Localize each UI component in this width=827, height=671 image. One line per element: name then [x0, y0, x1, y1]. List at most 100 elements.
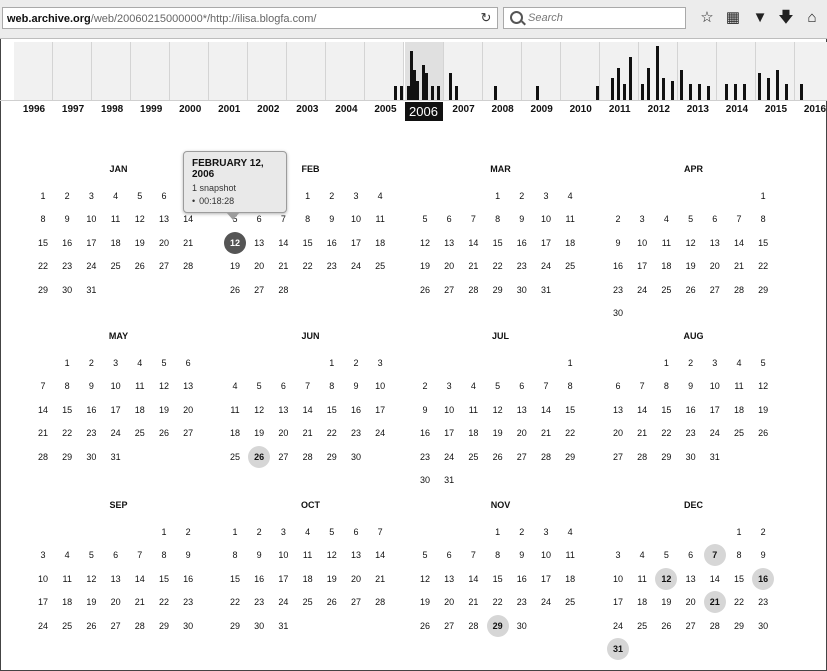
year-label-1996[interactable]: 1996 [22, 104, 46, 115]
snapshot-bar[interactable] [421, 65, 425, 100]
year-label-2010[interactable]: 2010 [569, 104, 592, 115]
year-cell-2004[interactable] [326, 42, 366, 100]
snapshot-bar[interactable] [766, 78, 770, 100]
year-label-2002[interactable]: 2002 [257, 104, 280, 115]
year-cell-2000[interactable] [170, 42, 210, 100]
year-cell-1998[interactable] [92, 42, 132, 100]
address-bar[interactable]: web.archive.org/web/20060215000000*/http… [2, 7, 498, 29]
snapshot-bar[interactable] [436, 86, 440, 100]
calendar-day: 9 [688, 381, 694, 392]
snapshot-bar[interactable] [655, 46, 659, 100]
year-label-1997[interactable]: 1997 [61, 104, 85, 115]
year-label-2014[interactable]: 2014 [725, 104, 749, 115]
snapshot-bar[interactable] [646, 68, 650, 100]
calendar-day: 3 [377, 358, 383, 368]
year-label-2000[interactable]: 2000 [179, 104, 202, 115]
search-input[interactable]: Search [503, 7, 686, 29]
snapshot-day[interactable]: 16 [751, 567, 775, 590]
year-label-2005[interactable]: 2005 [374, 104, 397, 115]
snapshot-bar[interactable] [400, 86, 404, 100]
home-icon[interactable]: ⌂ [807, 9, 817, 26]
snapshot-bar[interactable] [742, 84, 746, 100]
year-label-2008[interactable]: 2008 [491, 104, 514, 115]
snapshot-bar[interactable] [688, 84, 692, 100]
snapshot-bar[interactable] [448, 73, 452, 100]
calendar-day: 25 [733, 428, 744, 439]
year-label-2003[interactable]: 2003 [296, 104, 319, 115]
snapshot-bar[interactable] [535, 86, 539, 100]
snapshot-bar[interactable] [409, 51, 413, 100]
snapshot-bar[interactable] [706, 86, 710, 100]
year-label-2012[interactable]: 2012 [647, 104, 670, 115]
year-cell-2001[interactable] [209, 42, 249, 100]
year-label-2001[interactable]: 2001 [218, 104, 241, 115]
calendar-day: 5 [329, 527, 335, 537]
calendar-day: 15 [62, 404, 73, 415]
snapshot-bar[interactable] [724, 84, 728, 100]
calendar-day: 19 [419, 261, 430, 272]
year-label-2011[interactable]: 2011 [608, 104, 631, 115]
year-cell-2002[interactable] [248, 42, 288, 100]
snapshot-day[interactable]: 21 [703, 591, 727, 614]
snapshot-bar[interactable] [784, 84, 788, 100]
year-cell-2009[interactable] [521, 42, 561, 100]
snapshot-bar[interactable] [679, 70, 683, 100]
year-label-2013[interactable]: 2013 [686, 104, 709, 115]
snapshot-day[interactable]: 7 [703, 544, 727, 567]
calendar-day: 6 [256, 214, 262, 225]
snapshot-day[interactable]: 12 [223, 231, 247, 254]
bookmark-star-icon[interactable]: ☆ [700, 9, 714, 26]
snapshot-day[interactable]: 12 [654, 567, 678, 590]
snapshot-bar[interactable] [610, 78, 614, 100]
snapshot-bar[interactable] [622, 84, 626, 100]
snapshot-bar[interactable] [595, 86, 599, 100]
snapshot-bar[interactable] [800, 84, 803, 100]
year-label-2015[interactable]: 2015 [764, 104, 788, 115]
snapshot-bar[interactable] [628, 57, 632, 100]
snapshot-bar[interactable] [775, 70, 779, 100]
calendar-day: 17 [540, 237, 551, 248]
reload-icon[interactable]: ↻ [480, 10, 492, 25]
snapshot-bar[interactable] [430, 86, 434, 100]
snapshot-bar[interactable] [733, 84, 737, 100]
year-cell-2010[interactable] [560, 42, 600, 100]
year-cell-2005[interactable] [365, 42, 405, 100]
year-cell-1996[interactable] [14, 42, 54, 100]
year-cell-2013[interactable] [677, 42, 717, 100]
year-label-2006[interactable]: 2006 [404, 102, 443, 121]
year-label-2009[interactable]: 2009 [530, 104, 553, 115]
snapshot-bar[interactable] [616, 68, 620, 100]
snapshot-bar[interactable] [412, 70, 416, 100]
snapshot-day[interactable]: 26 [247, 445, 271, 468]
snapshot-bar[interactable] [394, 86, 398, 100]
snapshot-bar[interactable] [670, 81, 674, 100]
year-cell-2008[interactable] [482, 42, 522, 100]
snapshot-tooltip: FEBRUARY 12, 2006 1 snapshot 00:18:28 [183, 151, 287, 220]
year-label-2004[interactable]: 2004 [335, 104, 358, 115]
year-label-2007[interactable]: 2007 [452, 104, 475, 115]
snapshot-bar[interactable] [406, 86, 410, 100]
snapshot-bar[interactable] [415, 81, 419, 100]
snapshot-day[interactable]: 31 [606, 638, 630, 660]
year-cell-2003[interactable] [287, 42, 327, 100]
year-label-2016[interactable]: 2016 [803, 104, 827, 115]
calendar-day: 4 [663, 214, 669, 225]
year-label-1999[interactable]: 1999 [140, 104, 163, 115]
snapshot-bar[interactable] [454, 86, 458, 100]
year-cell-2015[interactable] [755, 42, 795, 100]
snapshot-bar[interactable] [424, 73, 428, 100]
snapshot-bar[interactable] [697, 84, 701, 100]
calendar-day: 7 [377, 527, 383, 537]
year-cell-1997[interactable] [53, 42, 93, 100]
year-label-1998[interactable]: 1998 [100, 104, 124, 115]
pocket-icon[interactable]: ▼ [752, 9, 768, 26]
snapshot-day[interactable]: 29 [486, 614, 510, 637]
download-icon[interactable]: 🡇 [778, 9, 794, 26]
reading-list-icon[interactable]: ▦ [725, 9, 741, 26]
snapshot-bar[interactable] [493, 86, 497, 100]
snapshot-bar[interactable] [661, 78, 665, 100]
snapshot-bar[interactable] [757, 73, 761, 100]
tooltip-time-link[interactable]: 00:18:28 [192, 196, 278, 206]
snapshot-bar[interactable] [640, 84, 644, 100]
year-cell-1999[interactable] [131, 42, 171, 100]
